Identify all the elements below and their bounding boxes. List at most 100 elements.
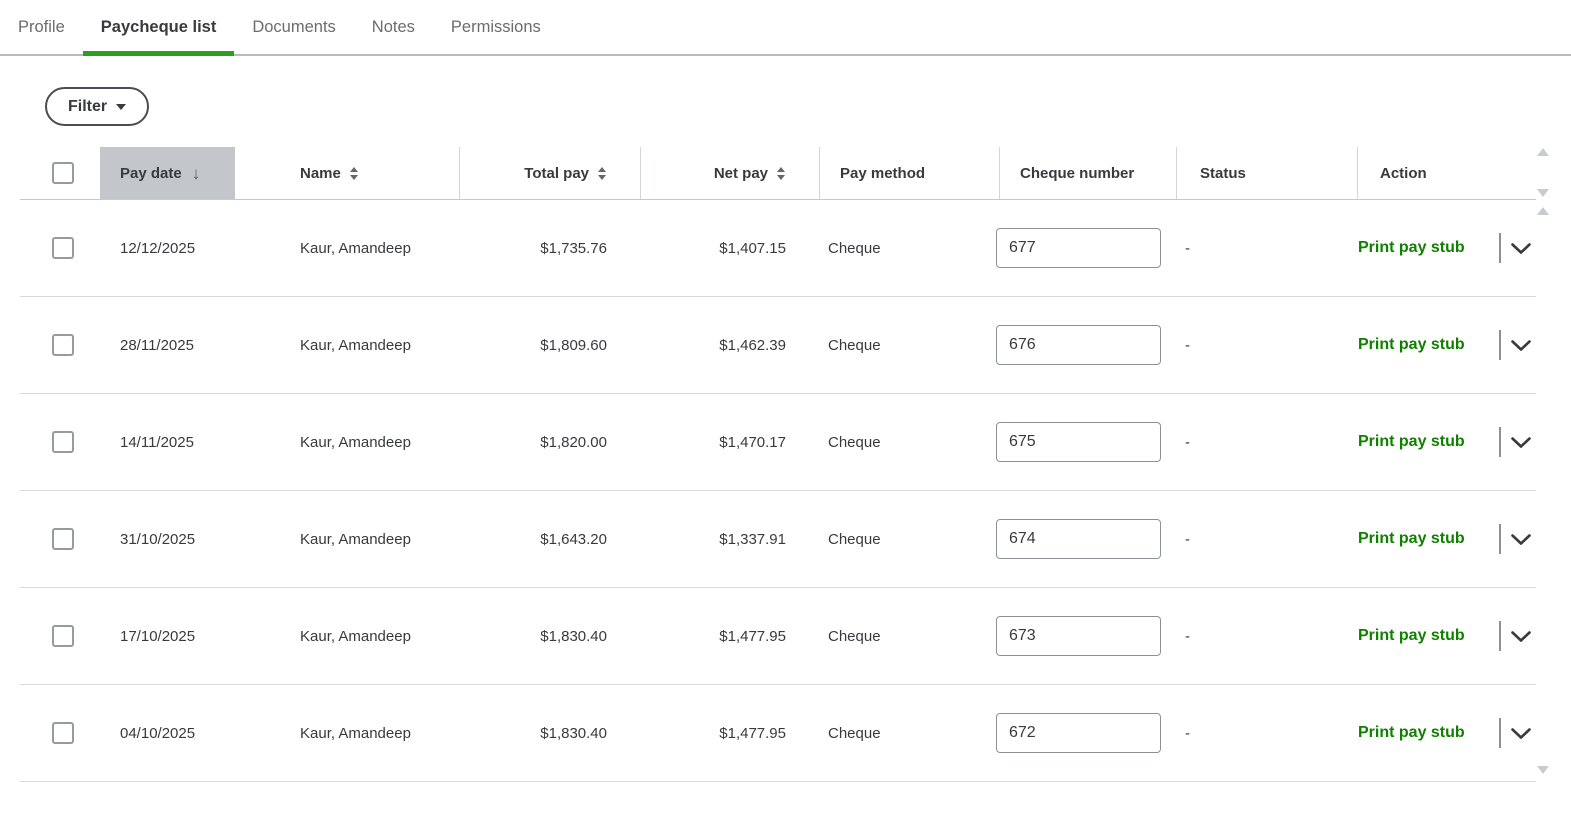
row-actions-dropdown-button[interactable] — [1510, 339, 1532, 352]
cheque-number-cell — [996, 200, 1177, 296]
cheque-number-input[interactable] — [996, 519, 1161, 559]
table-row: 31/10/2025 Kaur, Amandeep $1,643.20 $1,3… — [20, 491, 1536, 588]
chevron-down-icon — [1511, 533, 1531, 545]
header-net-pay-label: Net pay — [713, 164, 768, 182]
table-row: 04/10/2025 Kaur, Amandeep $1,830.40 $1,4… — [20, 685, 1536, 782]
name-cell: Kaur, Amandeep — [300, 433, 411, 451]
cheque-number-cell — [996, 297, 1177, 393]
header-select-cell — [20, 147, 100, 199]
row-checkbox[interactable] — [52, 625, 74, 647]
cheque-number-input[interactable] — [996, 228, 1161, 268]
row-actions-dropdown-button[interactable] — [1510, 533, 1532, 546]
row-checkbox[interactable] — [52, 722, 74, 744]
print-pay-stub-link[interactable]: Print pay stub — [1358, 724, 1465, 741]
row-actions-dropdown-button[interactable] — [1510, 436, 1532, 449]
total-pay-cell: $1,735.76 — [540, 239, 607, 257]
row-checkbox[interactable] — [52, 334, 74, 356]
table-header-row: Pay date ↓ Name Total pay Net pay Pay me… — [20, 147, 1536, 200]
tab-notes[interactable]: Notes — [371, 17, 415, 36]
cheque-number-input[interactable] — [996, 422, 1161, 462]
header-total-pay-label: Total pay — [524, 164, 589, 182]
filter-button-label: Filter — [68, 97, 108, 115]
cheque-number-input[interactable] — [996, 325, 1161, 365]
header-cheque-number-label: Cheque number — [1020, 164, 1135, 182]
action-divider — [1499, 524, 1501, 554]
header-name[interactable]: Name — [235, 147, 460, 199]
action-divider — [1499, 718, 1501, 748]
scroll-up-icon[interactable] — [1537, 148, 1549, 156]
pay-method-cell: Cheque — [828, 724, 881, 742]
tab-documents[interactable]: Documents — [252, 17, 336, 36]
select-all-checkbox[interactable] — [52, 162, 74, 184]
row-actions-dropdown-button[interactable] — [1510, 727, 1532, 740]
total-pay-cell: $1,830.40 — [540, 724, 607, 742]
tab-profile[interactable]: Profile — [18, 17, 65, 36]
status-cell: - — [1185, 530, 1190, 548]
header-net-pay[interactable]: Net pay — [641, 147, 820, 199]
row-checkbox[interactable] — [52, 528, 74, 550]
name-cell: Kaur, Amandeep — [300, 724, 411, 742]
cheque-number-cell — [996, 685, 1177, 781]
scroll-down-icon[interactable] — [1537, 766, 1549, 774]
net-pay-cell: $1,477.95 — [719, 724, 786, 742]
name-cell: Kaur, Amandeep — [300, 530, 411, 548]
name-cell: Kaur, Amandeep — [300, 239, 411, 257]
total-pay-cell: $1,820.00 — [540, 433, 607, 451]
pay-method-cell: Cheque — [828, 530, 881, 548]
sort-both-icon — [777, 166, 785, 180]
header-pay-date[interactable]: Pay date ↓ — [100, 147, 235, 199]
cheque-number-input[interactable] — [996, 713, 1161, 753]
net-pay-cell: $1,477.95 — [719, 627, 786, 645]
scroll-down-icon[interactable] — [1537, 189, 1549, 197]
cheque-number-cell — [996, 588, 1177, 684]
row-actions-dropdown-button[interactable] — [1510, 242, 1532, 255]
cheque-number-input[interactable] — [996, 616, 1161, 656]
print-pay-stub-link[interactable]: Print pay stub — [1358, 239, 1465, 256]
print-pay-stub-link[interactable]: Print pay stub — [1358, 336, 1465, 353]
row-select-cell — [20, 200, 100, 296]
pay-date-cell: 28/11/2025 — [120, 336, 194, 354]
print-pay-stub-link[interactable]: Print pay stub — [1358, 530, 1465, 547]
print-pay-stub-link[interactable]: Print pay stub — [1358, 627, 1465, 644]
header-status-label: Status — [1200, 164, 1246, 182]
print-pay-stub-link[interactable]: Print pay stub — [1358, 433, 1465, 450]
filter-button[interactable]: Filter — [45, 87, 150, 126]
row-actions-dropdown-button[interactable] — [1510, 630, 1532, 643]
sort-both-icon — [598, 166, 606, 180]
table-row: 17/10/2025 Kaur, Amandeep $1,830.40 $1,4… — [20, 588, 1536, 685]
chevron-down-icon — [1511, 242, 1531, 254]
pay-method-cell: Cheque — [828, 239, 881, 257]
table-row: 28/11/2025 Kaur, Amandeep $1,809.60 $1,4… — [20, 297, 1536, 394]
chevron-down-icon — [1511, 436, 1531, 448]
status-cell: - — [1185, 724, 1190, 742]
sort-both-icon — [349, 166, 358, 180]
net-pay-cell: $1,470.17 — [719, 433, 786, 451]
name-cell: Kaur, Amandeep — [300, 336, 411, 354]
cheque-number-cell — [996, 491, 1177, 587]
tab-bar: Profile Paycheque list Documents Notes P… — [0, 0, 1571, 56]
row-select-cell — [20, 394, 100, 490]
row-select-cell — [20, 491, 100, 587]
row-checkbox[interactable] — [52, 237, 74, 259]
scroll-up-icon[interactable] — [1537, 207, 1549, 215]
cheque-number-cell — [996, 394, 1177, 490]
pay-date-cell: 17/10/2025 — [120, 627, 196, 645]
pay-date-cell: 12/12/2025 — [120, 239, 196, 257]
net-pay-cell: $1,337.91 — [719, 530, 786, 548]
row-checkbox[interactable] — [52, 431, 74, 453]
status-cell: - — [1185, 433, 1190, 451]
net-pay-cell: $1,407.15 — [719, 239, 786, 257]
chevron-down-icon — [1511, 339, 1531, 351]
action-cell: Print pay stub — [1358, 588, 1536, 684]
header-action-label: Action — [1380, 164, 1427, 182]
header-pay-method-label: Pay method — [840, 164, 926, 182]
tab-permissions[interactable]: Permissions — [450, 17, 541, 36]
table-row: 14/11/2025 Kaur, Amandeep $1,820.00 $1,4… — [20, 394, 1536, 491]
header-status: Status — [1177, 147, 1358, 199]
tab-paycheque-list[interactable]: Paycheque list — [82, 0, 235, 56]
header-total-pay[interactable]: Total pay — [460, 147, 641, 199]
status-cell: - — [1185, 239, 1190, 257]
filter-caret-icon — [116, 103, 127, 110]
action-divider — [1499, 233, 1501, 263]
action-cell: Print pay stub — [1358, 297, 1536, 393]
